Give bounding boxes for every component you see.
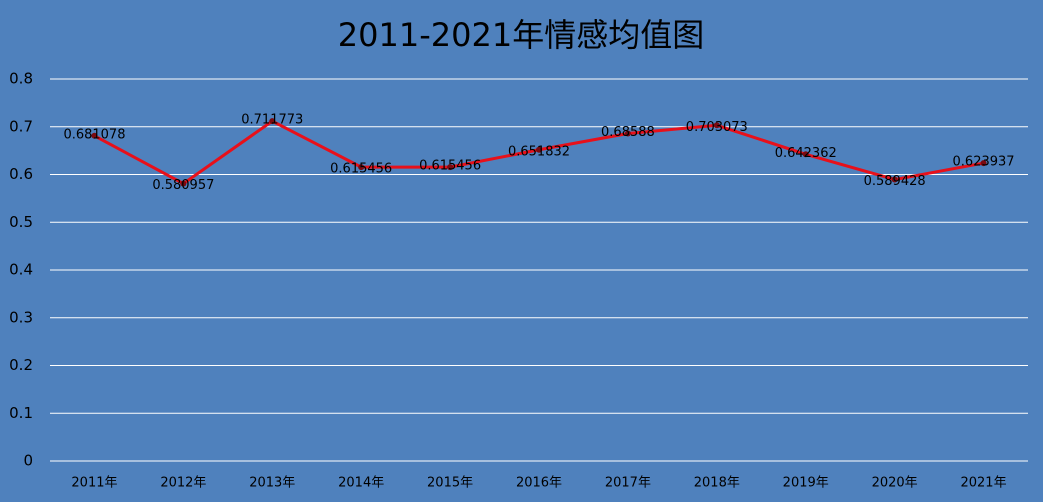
- data-label: 0.615456: [419, 159, 481, 174]
- y-tick-label: 0.1: [9, 404, 33, 422]
- x-tick-label: 2020年: [872, 476, 918, 491]
- data-label: 0.711773: [241, 113, 303, 128]
- data-point: [624, 130, 631, 137]
- data-point: [180, 180, 187, 187]
- data-point: [891, 176, 898, 183]
- y-tick-label: 0.4: [9, 261, 33, 279]
- data-label: 0.589428: [864, 174, 926, 189]
- data-label: 0.68588: [601, 125, 655, 140]
- data-point: [713, 122, 720, 129]
- data-point: [802, 151, 809, 158]
- x-tick-label: 2018年: [694, 476, 740, 491]
- data-point: [269, 118, 276, 125]
- data-point: [91, 132, 98, 139]
- x-tick-label: 2019年: [783, 476, 829, 491]
- y-tick-label: 0.8: [9, 70, 33, 88]
- x-tick-label: 2015年: [427, 476, 473, 491]
- x-tick-label: 2017年: [605, 476, 651, 491]
- data-label: 0.651832: [508, 144, 570, 159]
- y-tick-label: 0.3: [9, 308, 33, 326]
- data-point: [536, 146, 542, 153]
- y-tick-label: 0.5: [9, 213, 33, 231]
- data-label: 0.681078: [63, 127, 125, 142]
- data-label: 0.580957: [152, 178, 214, 193]
- x-tick-label: 2011年: [71, 476, 117, 491]
- x-tick-label: 2014年: [338, 476, 384, 491]
- data-label: 0.703073: [686, 120, 748, 135]
- data-point: [980, 160, 987, 167]
- x-tick-label: 2013年: [249, 476, 295, 491]
- x-tick-label: 2016年: [516, 476, 562, 491]
- data-point: [447, 164, 454, 171]
- data-label: 0.642362: [775, 146, 837, 161]
- data-label: 0.623937: [953, 155, 1015, 170]
- y-tick-label: 0: [23, 452, 33, 470]
- chart-title: 2011-2021年情感均值图: [338, 16, 704, 54]
- x-tick-label: 2021年: [960, 476, 1006, 491]
- y-tick-label: 0.6: [9, 165, 33, 183]
- y-tick-label: 0.2: [9, 356, 33, 374]
- data-label: 0.615456: [330, 162, 392, 177]
- x-tick-label: 2012年: [160, 476, 206, 491]
- data-point: [358, 164, 365, 171]
- y-tick-label: 0.7: [9, 117, 33, 135]
